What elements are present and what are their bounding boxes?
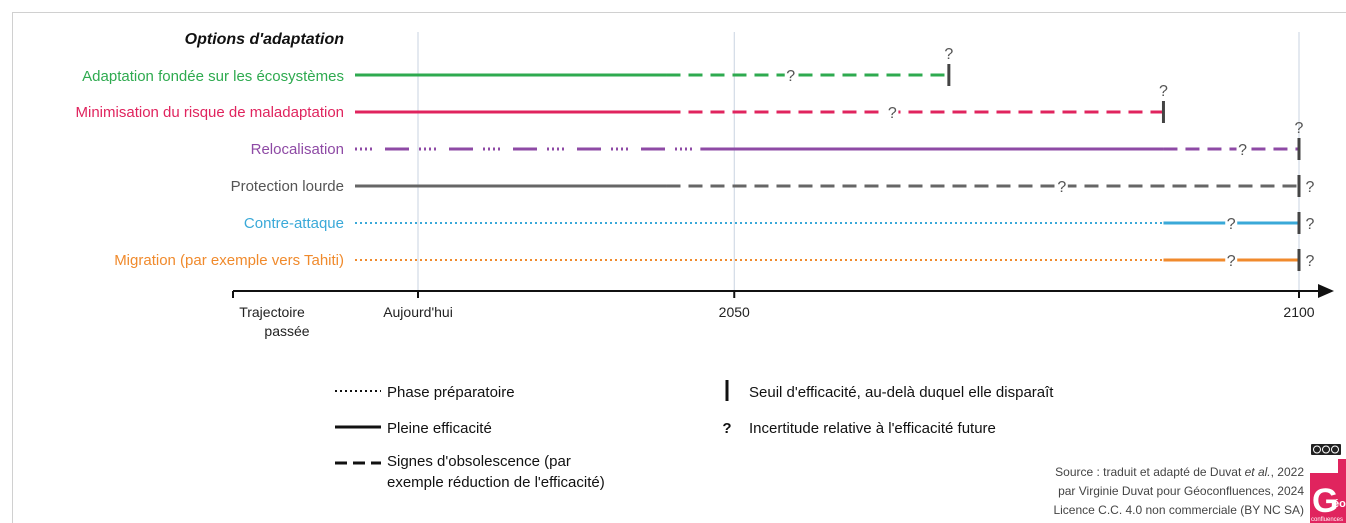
row-label: Minimisation du risque de maladaptation	[76, 104, 344, 121]
question-mask	[784, 66, 797, 84]
row-label: Contre-attaque	[244, 215, 344, 232]
timeline-row: ??	[355, 83, 1168, 123]
legend: Phase préparatoire Pleine efficacité Sig…	[335, 380, 1054, 491]
axis-tick-label: Aujourd'hui	[383, 304, 453, 320]
chart-title: Options d'adaptation	[185, 31, 345, 48]
axis-past-label: Trajectoire	[239, 304, 305, 320]
geoconfluences-logo: G éo confluences	[1310, 459, 1346, 523]
logo-letter: G	[1312, 482, 1338, 520]
source-credit: Source : traduit et adapté de Duvat et a…	[1053, 465, 1304, 517]
question-mask	[1225, 214, 1238, 232]
legend-dotted-label: Phase préparatoire	[387, 384, 515, 401]
question-mark-icon: ?	[1057, 179, 1066, 196]
question-mask	[1236, 140, 1249, 158]
cc-license-badge	[1311, 444, 1341, 455]
question-mark-icon: ?	[1295, 120, 1304, 137]
figure-frame	[12, 12, 1346, 523]
question-mark-icon: ?	[786, 68, 795, 85]
question-mark-icon: ?	[944, 46, 953, 63]
question-mark-icon: ?	[1306, 179, 1315, 196]
axis-tick-label: 2050	[719, 304, 750, 320]
timeline-row: ??	[355, 120, 1304, 160]
source-line-1: Source : traduit et adapté de Duvat et a…	[1055, 465, 1304, 479]
row-label: Adaptation fondée sur les écosystèmes	[82, 68, 344, 85]
axis-ticks: Aujourd'hui 2050 2100	[383, 291, 1315, 320]
logo-tiny: confluences	[1311, 517, 1343, 523]
timeline-row: ??	[355, 249, 1315, 271]
question-mark-icon: ?	[1238, 142, 1247, 159]
legend-dashed-label: exemple réduction de l'efficacité)	[387, 474, 605, 491]
gridlines	[417, 32, 1300, 291]
question-mark-icon: ?	[1227, 253, 1236, 270]
legend-question-icon: ?	[722, 420, 731, 437]
logo-small: éo	[1333, 498, 1346, 510]
timeline-row: ??	[355, 46, 953, 86]
question-mask	[1055, 177, 1068, 195]
timeline-row: ??	[355, 175, 1315, 197]
question-mask	[1225, 251, 1238, 269]
legend-solid-label: Pleine efficacité	[387, 420, 492, 437]
timeline-rows: ????????????	[355, 46, 1315, 271]
axis-past-label: passée	[264, 323, 309, 339]
row-label: Protection lourde	[231, 178, 344, 195]
question-mark-icon: ?	[1159, 83, 1168, 100]
axis-tick-label: 2100	[1283, 304, 1314, 320]
row-label: Migration (par exemple vers Tahiti)	[114, 252, 344, 269]
question-mask	[886, 103, 899, 121]
legend-dashed-label: Signes d'obsolescence (par	[387, 453, 571, 470]
timeline-row: ??	[355, 212, 1315, 234]
source-line-2: par Virginie Duvat pour Géoconfluences, …	[1058, 484, 1304, 498]
question-mark-icon: ?	[1306, 253, 1315, 270]
time-axis: Trajectoire passée	[232, 284, 1334, 339]
question-mark-icon: ?	[888, 105, 897, 122]
legend-threshold-label: Seuil d'efficacité, au-delà duquel elle …	[749, 384, 1054, 401]
legend-uncertainty-label: Incertitude relative à l'efficacité futu…	[749, 420, 996, 437]
row-label: Relocalisation	[251, 141, 344, 158]
axis-arrow	[1318, 284, 1334, 298]
question-mark-icon: ?	[1227, 216, 1236, 233]
source-line-3: Licence C.C. 4.0 non commerciale (BY NC …	[1053, 503, 1304, 517]
row-labels: Adaptation fondée sur les écosystèmes Mi…	[76, 68, 344, 269]
question-mark-icon: ?	[1306, 216, 1315, 233]
